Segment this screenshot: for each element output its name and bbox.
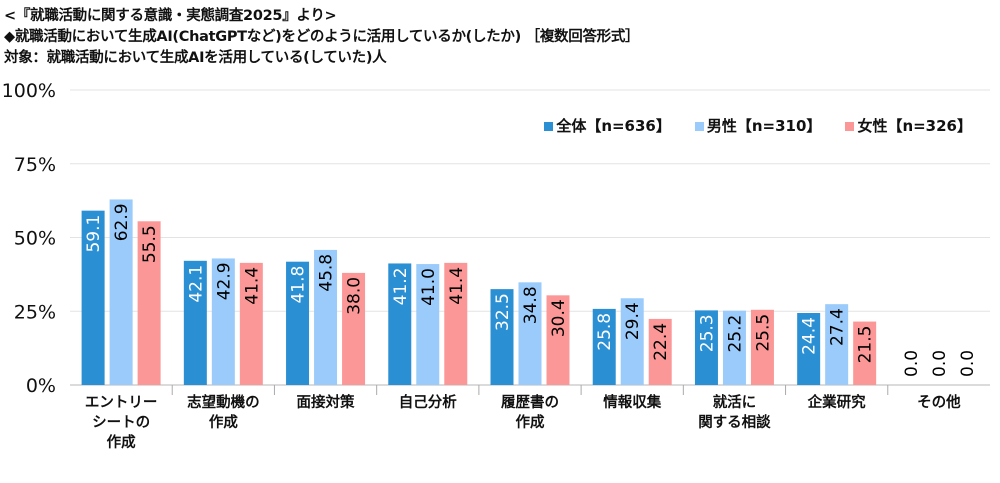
x-tick-label: 就活に <box>713 393 757 411</box>
bar <box>109 199 133 385</box>
y-tick-label: 50% <box>14 228 56 250</box>
bar <box>137 221 161 385</box>
y-tick-label: 75% <box>14 154 56 176</box>
bar <box>416 264 440 385</box>
y-tick-label: 0% <box>26 375 56 397</box>
legend-label: 女性【n=326】 <box>857 117 972 135</box>
x-tick-label: エントリー <box>85 395 158 411</box>
bar <box>286 261 310 385</box>
bar <box>444 262 468 385</box>
legend: 全体【n=636】 男性【n=310】 女性【n=326】 <box>544 115 972 136</box>
bar <box>825 304 849 385</box>
data-label: 25.8 <box>595 313 615 351</box>
data-label: 0.0 <box>958 350 978 377</box>
bar <box>490 289 514 385</box>
data-label: 27.4 <box>828 308 848 346</box>
question-title: ◆就職活動において生成AI(ChatGPTなど)をどのように活用しているか(した… <box>4 29 640 45</box>
bar <box>518 282 542 385</box>
data-label: 41.2 <box>391 267 411 305</box>
bar <box>797 313 821 385</box>
bar <box>388 263 412 385</box>
x-tick-label: 作成 <box>516 413 545 431</box>
bar <box>314 249 338 385</box>
y-tick-label: 100% <box>2 80 56 102</box>
x-tick-label: 作成 <box>107 433 136 451</box>
x-tick-label: シートの <box>92 415 150 431</box>
source-title: <『就職活動に関する意識・実態調査2025』より> <box>4 8 337 24</box>
data-label: 55.5 <box>140 225 160 263</box>
x-tick-label: 企業研究 <box>807 393 866 411</box>
data-label: 45.8 <box>317 254 337 292</box>
bar <box>183 260 207 385</box>
data-label: 32.5 <box>493 293 513 331</box>
bar <box>239 262 263 385</box>
data-label: 25.3 <box>697 314 717 352</box>
x-tick-label: 関する相談 <box>698 413 771 431</box>
x-tick-label: 自己分析 <box>399 393 457 411</box>
bar <box>722 310 746 385</box>
legend-swatch <box>845 122 855 131</box>
legend-item: 女性【n=326】 <box>845 115 972 136</box>
bar <box>648 318 672 385</box>
data-label: 25.2 <box>725 315 745 353</box>
bar <box>853 321 877 385</box>
x-tick-label: 志望動機の <box>187 393 260 411</box>
data-label: 24.4 <box>800 317 820 355</box>
bar <box>342 272 366 385</box>
data-label: 41.4 <box>242 267 262 305</box>
bar <box>694 310 718 385</box>
data-label: 62.9 <box>112 203 132 241</box>
data-label: 0.0 <box>930 350 950 377</box>
x-tick-label: 履歴書の <box>501 393 559 411</box>
data-label: 41.4 <box>447 267 467 305</box>
data-label: 30.4 <box>549 299 569 337</box>
data-label: 42.9 <box>214 262 234 300</box>
data-label: 25.5 <box>753 314 773 352</box>
data-label: 21.5 <box>856 326 876 364</box>
data-label: 59.1 <box>84 215 104 253</box>
data-label: 41.8 <box>289 266 309 304</box>
bar <box>211 258 235 385</box>
bar <box>592 308 616 385</box>
legend-item: 全体【n=636】 <box>544 115 671 136</box>
data-label: 22.4 <box>651 323 671 361</box>
legend-swatch <box>694 122 704 131</box>
target-title: 対象：就職活動において生成AIを活用している(していた)人 <box>4 50 387 66</box>
y-tick-label: 25% <box>14 301 56 323</box>
x-tick-label: その他 <box>917 393 961 411</box>
legend-swatch <box>544 122 554 131</box>
x-tick-label: 情報収集 <box>603 393 661 411</box>
bar <box>81 210 105 385</box>
legend-item: 男性【n=310】 <box>694 115 822 136</box>
data-label: 41.0 <box>419 268 439 306</box>
data-label: 29.4 <box>623 302 643 340</box>
data-label: 0.0 <box>902 350 922 377</box>
data-label: 34.8 <box>521 286 541 324</box>
bar <box>750 309 774 385</box>
bar <box>620 298 644 385</box>
legend-label: 男性【n=310】 <box>706 117 822 135</box>
x-tick-label: 面接対策 <box>297 393 355 411</box>
data-label: 38.0 <box>345 277 365 315</box>
x-tick-label: 作成 <box>209 413 238 431</box>
data-label: 42.1 <box>186 265 206 303</box>
bar <box>546 295 570 385</box>
legend-label: 全体【n=636】 <box>556 117 671 135</box>
